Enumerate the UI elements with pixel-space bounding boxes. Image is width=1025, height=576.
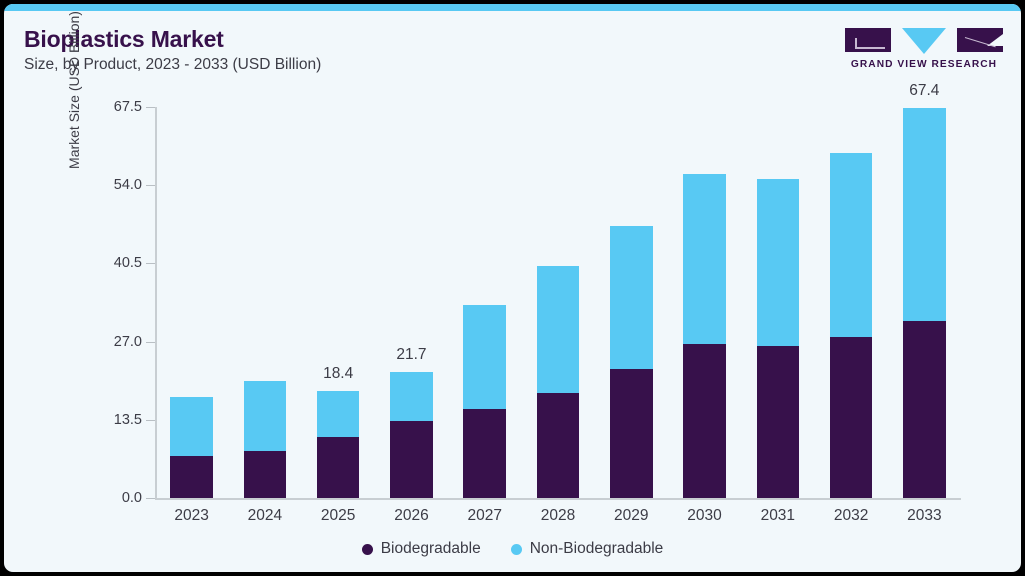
x-tick-label: 2032 xyxy=(833,507,869,524)
legend-dot-icon xyxy=(510,543,522,555)
bar-segment-biodegradable[interactable] xyxy=(683,343,726,498)
bar-stack[interactable] xyxy=(829,153,873,498)
legend-dot-icon xyxy=(361,543,373,555)
y-tick-mark xyxy=(146,341,155,343)
x-axis-line xyxy=(155,498,961,500)
chart-legend: Biodegradable Non-Biodegradable xyxy=(4,540,1021,558)
x-tick-label: 2031 xyxy=(760,507,796,524)
bar-segment-biodegradable[interactable] xyxy=(243,450,287,498)
chart-plot-area: Market Size (USD Billion) 0.0 13.5 27.0 40.… xyxy=(4,4,1021,572)
y-tick-label: 54.0 xyxy=(113,177,142,194)
y-tick-mark xyxy=(146,107,155,108)
bar-segment-non-biodegradable[interactable] xyxy=(610,225,653,370)
y-axis-line xyxy=(155,107,157,499)
bar-stack[interactable] xyxy=(536,266,580,498)
y-axis-label: Market Size (USD Billion) xyxy=(66,11,82,169)
x-tick-label: 2030 xyxy=(687,507,722,524)
bar-segment-non-biodegradable[interactable] xyxy=(829,153,873,337)
bar-segment-biodegradable[interactable] xyxy=(316,436,360,498)
bar-segment-biodegradable[interactable] xyxy=(829,336,873,498)
chart-header: Bioplastics Market Size, by Product, 202… xyxy=(24,26,724,75)
bar-segment-non-biodegradable[interactable] xyxy=(170,397,213,457)
x-tick-label: 2025 xyxy=(320,507,356,524)
bar-stack[interactable] xyxy=(756,178,800,498)
y-axis-ticks: 0.0 13.5 27.0 40.5 54.0 67.5 xyxy=(82,4,142,572)
page-subtitle: Size, by Product, 2023 - 2033 (USD Billi… xyxy=(24,56,322,74)
bar-stack[interactable]: 18.4 xyxy=(316,365,360,498)
logo-marks xyxy=(845,28,1003,54)
bar-value-label: 21.7 xyxy=(396,346,427,364)
bar-stack[interactable] xyxy=(243,381,287,498)
bar-stack[interactable]: 21.7 xyxy=(390,346,433,498)
bar-segment-biodegradable[interactable] xyxy=(536,392,580,498)
bar-stack[interactable] xyxy=(610,225,653,498)
bar-stack[interactable] xyxy=(463,304,506,498)
bar-series-container: 18.4 21.7 67.4 xyxy=(155,82,961,498)
y-tick-label: 40.5 xyxy=(113,255,142,272)
x-tick-label: 2028 xyxy=(540,507,576,524)
y-tick-mark xyxy=(146,419,155,421)
logo-text: GRAND VIEW RESEARCH xyxy=(850,59,998,70)
bar-segment-non-biodegradable[interactable] xyxy=(463,304,506,409)
x-tick-label: 2024 xyxy=(247,507,283,524)
legend-item[interactable]: Non-Biodegradable xyxy=(510,540,664,558)
bar-segment-biodegradable[interactable] xyxy=(390,420,433,498)
x-tick-label: 2029 xyxy=(614,507,649,524)
legend-item[interactable]: Biodegradable xyxy=(361,540,481,558)
bar-segment-biodegradable[interactable] xyxy=(756,346,800,498)
y-tick-mark xyxy=(146,498,155,499)
bar-stack[interactable] xyxy=(170,397,213,498)
top-accent-bar xyxy=(4,4,1021,11)
bar-value-label: 18.4 xyxy=(323,365,354,383)
bar-stack[interactable]: 67.4 xyxy=(903,82,946,498)
y-tick-mark xyxy=(146,185,155,187)
r-mark-icon xyxy=(957,28,1003,52)
bar-segment-non-biodegradable[interactable] xyxy=(390,372,433,421)
bar-segment-biodegradable[interactable] xyxy=(463,408,506,498)
bar-value-label: 67.4 xyxy=(909,81,940,99)
x-tick-label: 2027 xyxy=(467,507,502,524)
brand-logo: GRAND VIEW RESEARCH xyxy=(845,28,1003,70)
bar-segment-biodegradable[interactable] xyxy=(903,321,946,498)
x-tick-label: 2033 xyxy=(907,507,942,524)
bar-segment-non-biodegradable[interactable] xyxy=(316,391,360,437)
y-tick-mark xyxy=(146,263,155,265)
y-tick-label: 13.5 xyxy=(113,411,142,428)
bar-segment-biodegradable[interactable] xyxy=(170,456,213,498)
x-tick-label: 2026 xyxy=(394,507,429,524)
y-tick-label: 27.0 xyxy=(113,333,142,350)
legend-label: Non-Biodegradable xyxy=(529,540,664,557)
bar-segment-non-biodegradable[interactable] xyxy=(243,381,287,451)
y-tick-label: 0.0 xyxy=(121,490,142,506)
page-title: Bioplastics Market xyxy=(24,26,224,52)
bar-segment-non-biodegradable[interactable] xyxy=(683,174,726,344)
bar-segment-non-biodegradable[interactable] xyxy=(756,178,800,347)
bar-segment-non-biodegradable[interactable] xyxy=(536,266,580,393)
chart-card: Bioplastics Market Size, by Product, 202… xyxy=(4,4,1021,572)
bar-segment-non-biodegradable[interactable] xyxy=(903,107,946,322)
y-tick-label: 67.5 xyxy=(113,99,142,115)
bar-segment-biodegradable[interactable] xyxy=(610,369,653,498)
x-tick-label: 2023 xyxy=(174,507,209,524)
legend-label: Biodegradable xyxy=(380,540,481,557)
bar-stack[interactable] xyxy=(683,174,726,498)
g-mark-icon xyxy=(845,28,891,52)
